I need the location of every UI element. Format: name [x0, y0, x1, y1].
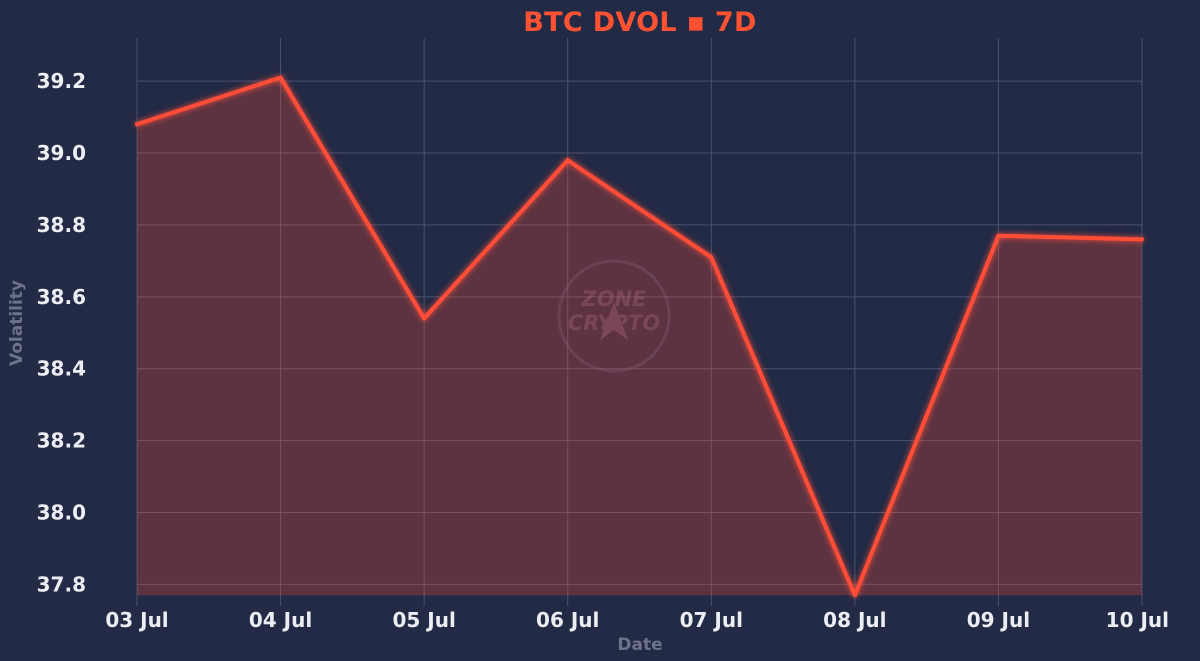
x-tick-label: 10 Jul — [1106, 608, 1169, 632]
y-tick-label: 38.0 — [37, 501, 86, 525]
x-axis-title: Date — [617, 635, 662, 655]
y-tick-label: 39.0 — [37, 141, 86, 165]
x-tick-label: 04 Jul — [249, 608, 312, 632]
area-fill — [137, 77, 1142, 596]
data-point — [996, 233, 1001, 238]
watermark-logo: ZONE CRYPTO — [557, 259, 671, 373]
watermark-text-crypto: CRYPTO — [568, 311, 661, 335]
watermark-text-zone: ZONE — [581, 287, 648, 311]
data-point — [422, 316, 427, 321]
y-tick-label: 38.6 — [37, 285, 86, 309]
watermark-star-icon — [600, 302, 628, 340]
data-point — [1140, 237, 1144, 242]
y-tick-label: 38.4 — [37, 357, 86, 381]
series-line — [135, 75, 1144, 598]
x-tick-label: 07 Jul — [680, 608, 743, 632]
y-tick-label: 37.8 — [37, 572, 86, 596]
data-point — [135, 122, 139, 127]
y-tick-label: 38.2 — [37, 429, 86, 453]
watermark-ring — [557, 259, 671, 373]
grid — [136, 38, 1143, 606]
y-axis-ticks: 37.8 38.0 38.2 38.4 38.6 38.8 39.0 39.2 — [37, 69, 86, 596]
data-point — [565, 158, 570, 163]
x-tick-label: 03 Jul — [105, 608, 168, 632]
series-line-path — [135, 75, 1144, 598]
x-tick-label: 05 Jul — [392, 608, 455, 632]
area-fill-shape — [137, 77, 1142, 596]
x-tick-label: 06 Jul — [536, 608, 599, 632]
data-point — [852, 593, 857, 598]
series-points — [135, 75, 1144, 598]
y-axis-title: Volatility — [7, 280, 27, 366]
x-axis-ticks: 03 Jul 04 Jul 05 Jul 06 Jul 07 Jul 08 Jul 09 J… — [105, 608, 1169, 632]
x-tick-label: 09 Jul — [967, 608, 1030, 632]
x-tick-label: 08 Jul — [823, 608, 886, 632]
y-tick-label: 38.8 — [37, 213, 86, 237]
chart-title: BTC DVOL ▪ 7D — [523, 7, 756, 38]
data-point — [278, 75, 283, 80]
data-point — [709, 255, 714, 260]
y-tick-label: 39.2 — [37, 69, 86, 93]
